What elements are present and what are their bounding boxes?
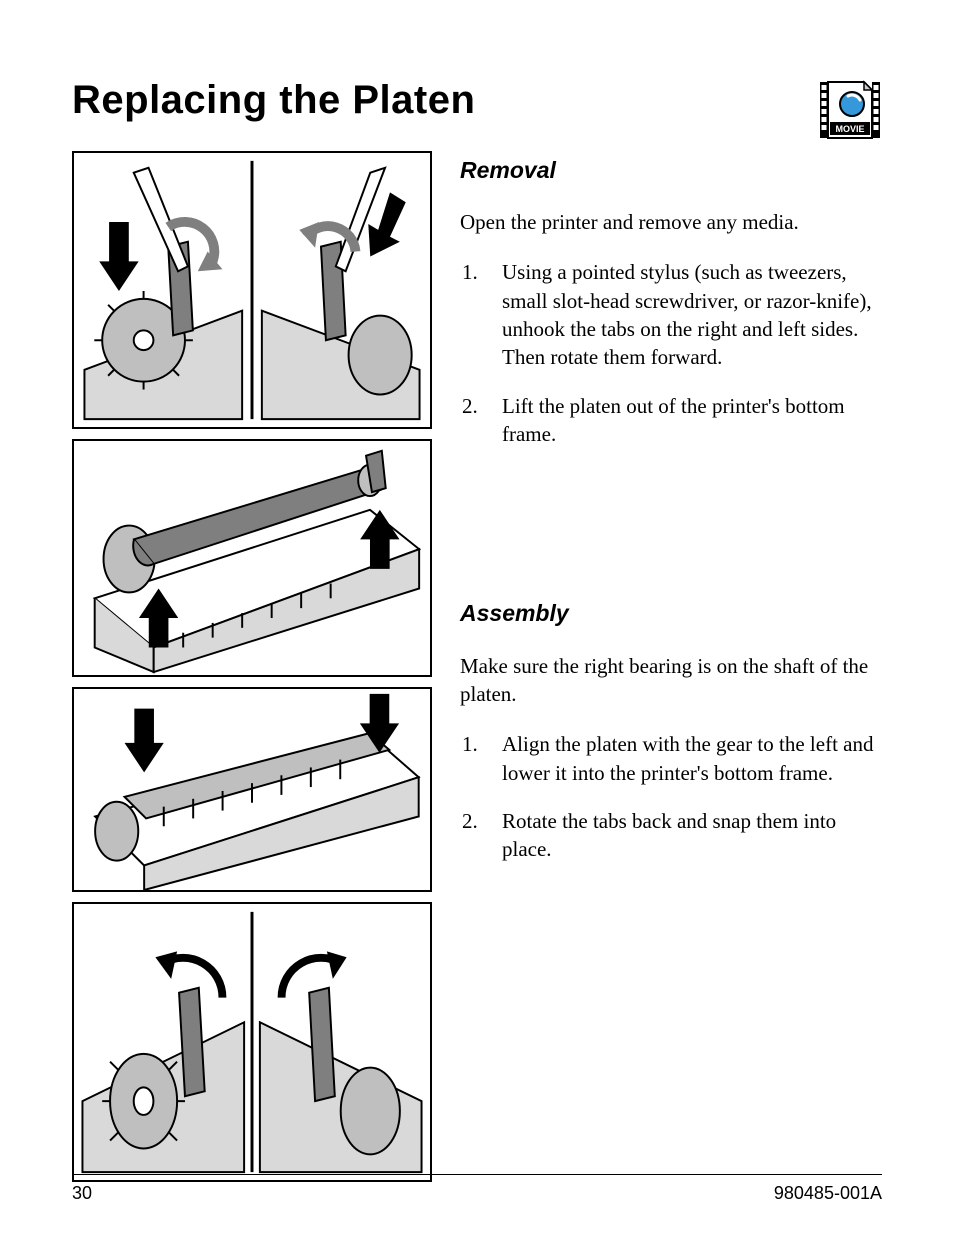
assembly-step: Align the platen with the gear to the le… [460,730,882,787]
assembly-heading: Assembly [460,598,882,629]
removal-section: Removal Open the printer and remove any … [460,155,882,448]
removal-steps: Using a pointed stylus (such as tweezers… [460,258,882,448]
figure-column [72,151,432,1182]
footer-page-number: 30 [72,1183,92,1204]
text-column: Removal Open the printer and remove any … [460,151,882,1182]
assembly-intro: Make sure the right bearing is on the sh… [460,652,882,709]
assembly-step: Rotate the tabs back and snap them into … [460,807,882,864]
figure-removal-tabs [72,151,432,429]
assembly-steps: Align the platen with the gear to the le… [460,730,882,863]
removal-step: Lift the platen out of the printer's bot… [460,392,882,449]
footer-doc-id: 980485-001A [774,1183,882,1204]
figure-assembly-lower [72,687,432,892]
page-title: Replacing the Platen [72,78,882,123]
page-footer: 30 980485-001A [72,1174,882,1204]
assembly-section: Assembly Make sure the right bearing is … [460,598,882,863]
figure-removal-lift [72,439,432,677]
movie-icon[interactable]: MOVIE [818,78,882,142]
movie-icon-label: MOVIE [835,124,864,134]
removal-intro: Open the printer and remove any media. [460,208,882,236]
figure-assembly-snap [72,902,432,1182]
removal-step: Using a pointed stylus (such as tweezers… [460,258,882,371]
removal-heading: Removal [460,155,882,186]
